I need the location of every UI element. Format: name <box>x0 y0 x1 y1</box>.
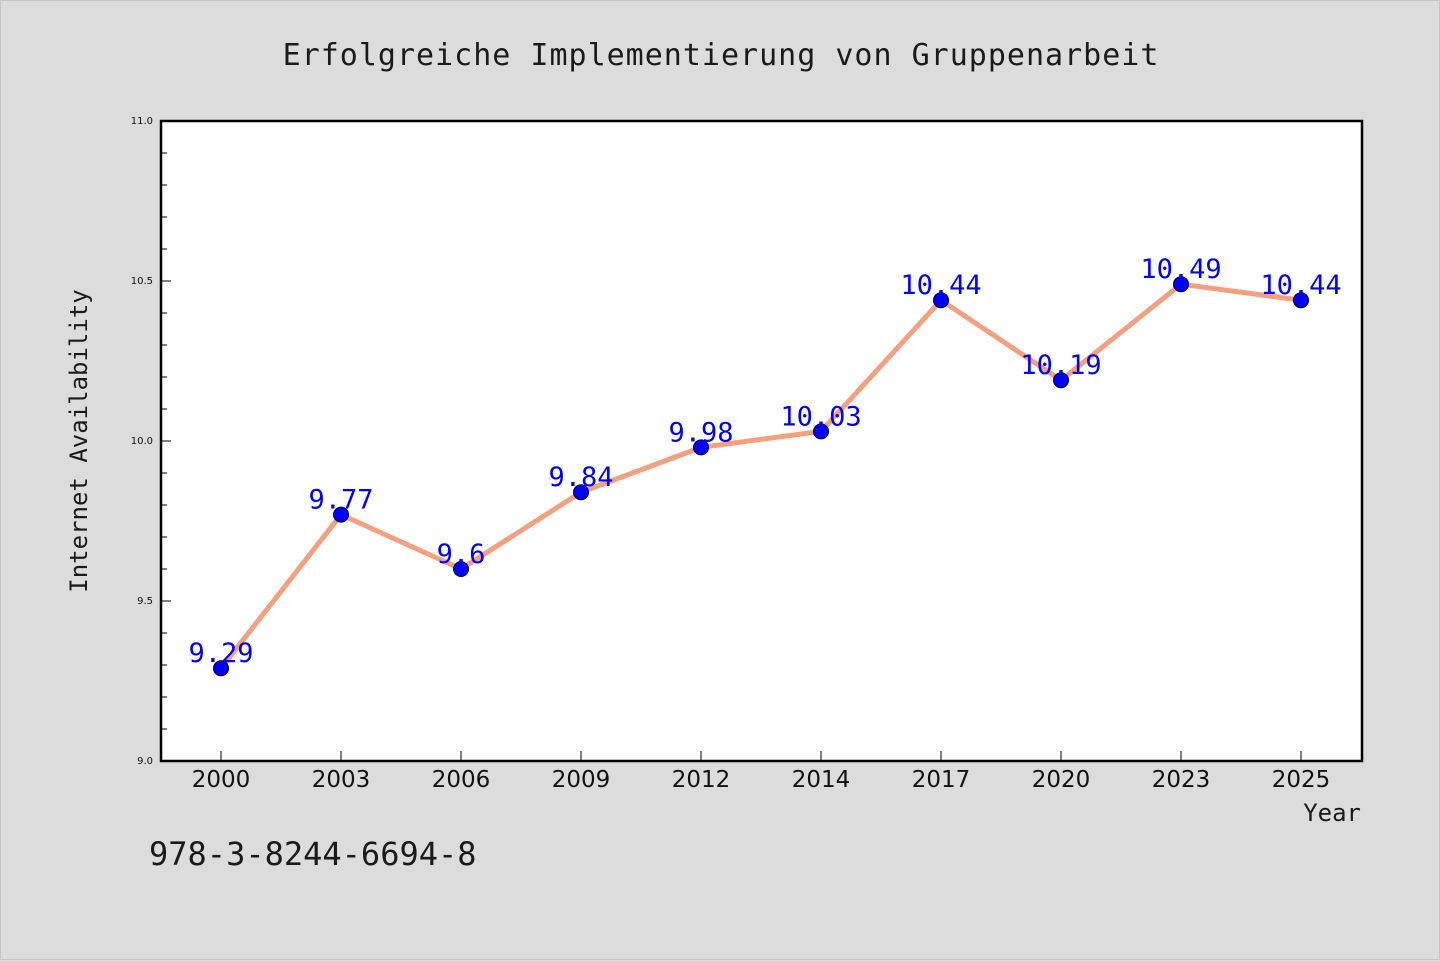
y-axis: 9.0 9.5 10.0 10.5 11.0 <box>131 116 171 767</box>
y-tick-label: 10.0 <box>131 436 153 447</box>
x-tick-label: 2025 <box>1272 767 1331 793</box>
x-tick-label: 2014 <box>792 767 851 793</box>
data-point <box>813 423 829 440</box>
data-point <box>1053 372 1069 389</box>
data-point <box>213 660 229 677</box>
x-tick-label: 2009 <box>552 767 611 793</box>
x-tick-label: 2003 <box>312 767 371 793</box>
footnote-isbn: 978-3-8244-6694-8 <box>149 835 477 873</box>
data-point <box>453 561 469 577</box>
data-points <box>213 276 1309 677</box>
data-label: 9.77 <box>308 485 373 516</box>
x-tick-label: 2006 <box>432 767 491 793</box>
y-axis-label: Internet Availability <box>65 289 93 592</box>
x-axis-label: Year <box>1303 799 1361 827</box>
data-point <box>573 484 589 501</box>
series-line-group <box>218 281 1304 671</box>
x-tick-label: 2023 <box>1152 767 1211 793</box>
data-label: 10.44 <box>900 270 981 301</box>
data-point <box>933 292 949 309</box>
x-tick-label: 2012 <box>672 767 731 793</box>
data-labels: 9.29 9.77 9.6 9.84 9.98 10.03 10.44 10.19 10.49 1… <box>188 254 1341 669</box>
data-label: 9.29 <box>188 638 253 669</box>
data-label: 10.49 <box>1140 254 1221 285</box>
x-axis: 2000 2003 2006 2009 2012 2014 2017 2020 2023 2025 <box>192 751 1331 793</box>
y-tick-label: 9.5 <box>137 596 153 607</box>
data-label: 9.98 <box>668 417 733 448</box>
y-tick-label: 10.5 <box>131 276 153 287</box>
data-point <box>1293 292 1309 309</box>
chart-title: Erfolgreiche Implementierung von Gruppen… <box>283 38 1160 73</box>
y-tick-label: 11.0 <box>131 116 153 127</box>
data-label: 10.19 <box>1020 350 1101 381</box>
x-tick-label: 2017 <box>912 767 971 793</box>
data-label: 10.44 <box>1260 270 1341 301</box>
data-point <box>693 439 709 456</box>
y-tick-label: 9.0 <box>137 756 153 767</box>
x-tick-label: 2000 <box>192 767 251 793</box>
data-label: 9.6 <box>437 539 486 570</box>
series-line <box>218 281 1304 671</box>
x-tick-label: 2020 <box>1032 767 1091 793</box>
data-label: 9.84 <box>548 462 613 493</box>
data-point <box>1173 276 1189 293</box>
data-point <box>333 506 349 523</box>
data-label: 10.03 <box>780 401 861 432</box>
